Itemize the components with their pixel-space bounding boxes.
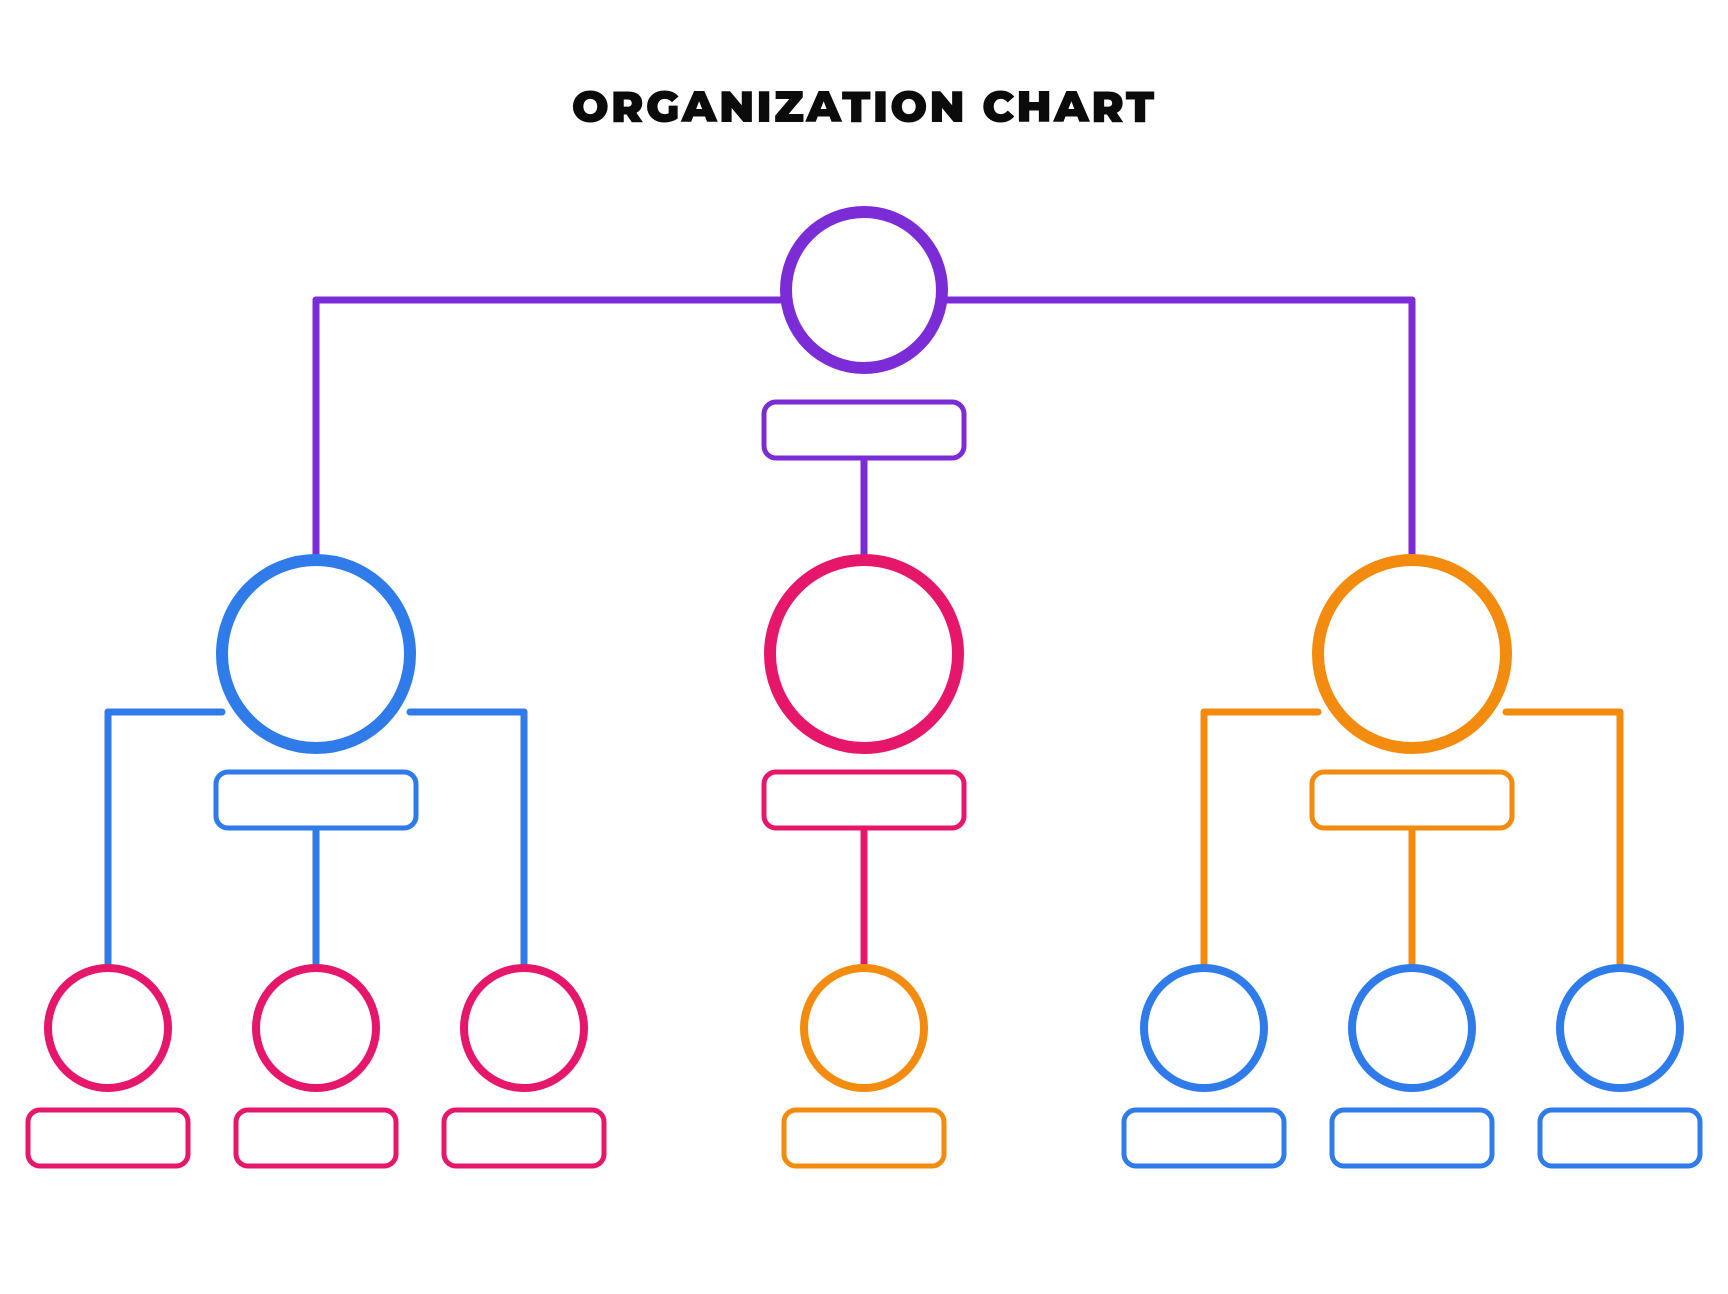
leaf-l1-avatar <box>48 968 168 1088</box>
leaf-l3-title-box <box>444 1110 604 1166</box>
leaf-r1-title-box <box>1124 1110 1284 1166</box>
mgr-center-title-box <box>764 772 964 828</box>
leaf-l2-title-box <box>236 1110 396 1166</box>
leaf-r3-title-box <box>1540 1110 1700 1166</box>
org-chart-canvas: ORGANIZATION CHART <box>0 0 1728 1294</box>
mgr-center-avatar <box>770 560 958 748</box>
leaf-r3-avatar <box>1560 968 1680 1088</box>
mgr-right-avatar <box>1318 560 1506 748</box>
root-title-box <box>764 402 964 458</box>
mgr-right-title-box <box>1312 772 1512 828</box>
leaf-l2-avatar <box>256 968 376 1088</box>
leaf-l1-title-box <box>28 1110 188 1166</box>
leaf-r2-title-box <box>1332 1110 1492 1166</box>
mgr-left-avatar <box>222 560 410 748</box>
mgr-left-title-box <box>216 772 416 828</box>
leaf-r1-avatar <box>1144 968 1264 1088</box>
org-chart-svg <box>0 0 1728 1294</box>
leaf-c1-title-box <box>784 1110 944 1166</box>
leaf-l3-avatar <box>464 968 584 1088</box>
leaf-c1-avatar <box>804 968 924 1088</box>
leaf-r2-avatar <box>1352 968 1472 1088</box>
root-avatar <box>786 212 942 368</box>
